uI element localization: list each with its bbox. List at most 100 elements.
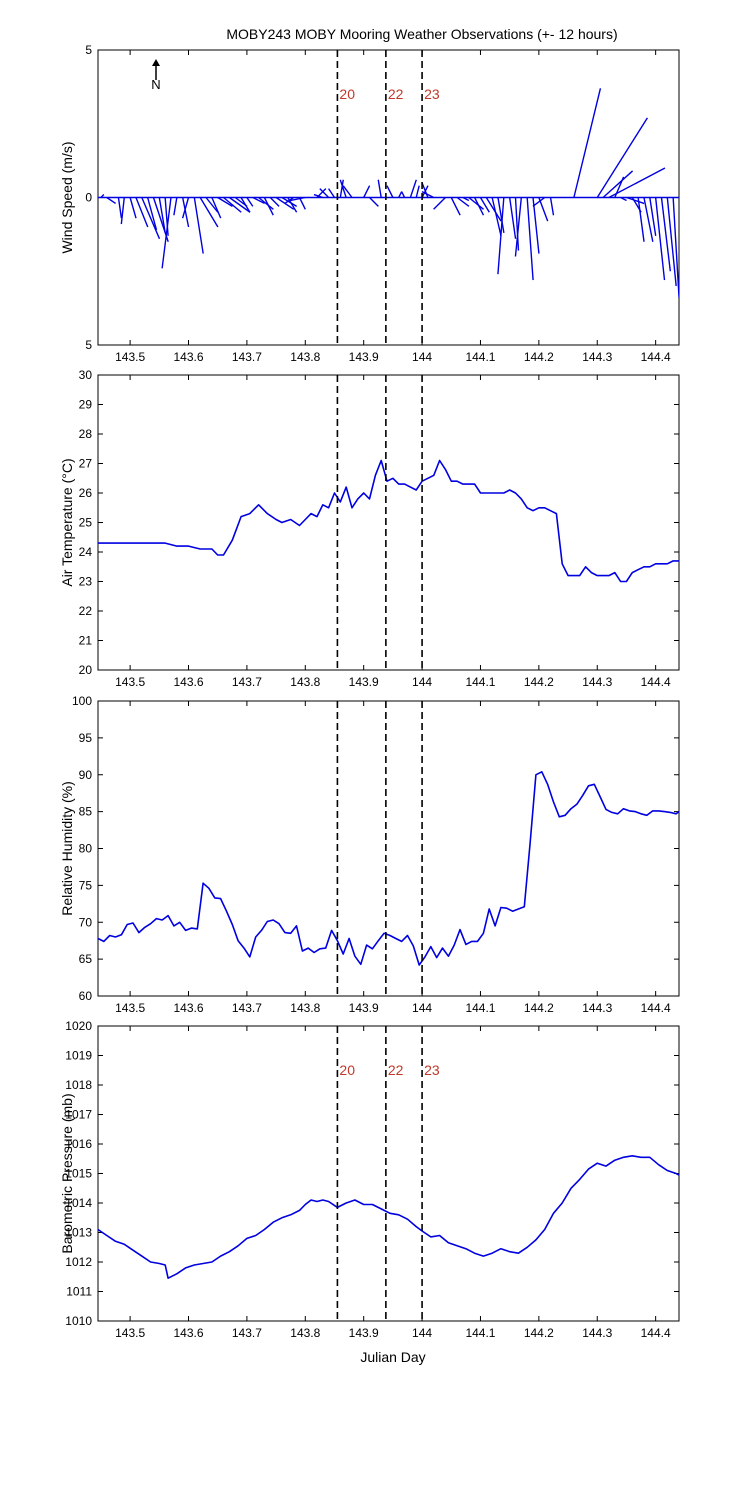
humidity-panel: 143.5 143.6 143.7 143.8 143.9 144 144.1 144.2 14…: [59, 694, 680, 1015]
humidity-y-axis-label: Relative Humidity (%): [59, 781, 75, 916]
wind-y-tick-label: 5: [85, 338, 92, 352]
wind-stick: [141, 197, 161, 240]
pressure-x-tick-label: 144.1: [465, 1326, 495, 1340]
wind-stick: [258, 196, 274, 210]
wind-stick: [173, 197, 178, 216]
wind-stick: [433, 197, 446, 210]
wind-stick: [342, 185, 353, 198]
air-temperature-x-tick-label: 144.2: [524, 675, 554, 689]
pressure-y-tick-label: 1019: [65, 1049, 92, 1063]
humidity-data: [98, 770, 679, 966]
wind-stick: [284, 196, 295, 204]
wind-stick: [479, 197, 490, 213]
wind-stick: [298, 197, 306, 210]
wind-stick: [637, 197, 645, 242]
wind-stick: [415, 185, 420, 198]
wind-stick: [514, 197, 520, 251]
pressure-y-tick-label: 1012: [65, 1255, 92, 1269]
wind-y-tick-label: 0: [85, 191, 92, 205]
wind-stick: [421, 190, 435, 199]
air-temperature-x-tick-label: 143.8: [290, 675, 320, 689]
wind-stick: [281, 196, 298, 207]
wind-stick: [462, 196, 470, 202]
pressure-y-tick-label: 1011: [66, 1285, 92, 1299]
wind-stick: [117, 197, 123, 219]
wind-stick: [400, 191, 406, 198]
wind-stick: [620, 196, 627, 202]
air-temperature-x-tick-label: 144.1: [465, 675, 495, 689]
pressure-panel: 143.5 143.6 143.7 143.8 143.9 144 144.1 144.2 14…: [59, 1019, 680, 1340]
wind-stick: [602, 170, 634, 199]
humidity-y-tick-label: 60: [79, 989, 93, 1003]
wind-stick: [485, 197, 502, 222]
pressure-x-tick-label: 143.6: [173, 1326, 203, 1340]
wind-stick: [363, 185, 371, 198]
humidity-y-tick-label: 70: [79, 915, 93, 929]
wind-data: [98, 88, 679, 298]
wind-stick: [526, 197, 534, 281]
wind-stick: [468, 196, 484, 210]
wind-stick: [514, 197, 523, 257]
wind-stick: [672, 197, 679, 298]
air-temperature-y-tick-label: 24: [79, 545, 93, 559]
wind-x-tick-label: 143.9: [349, 350, 379, 364]
wind-stick: [106, 196, 116, 204]
humidity-x-tick-label: 144.2: [524, 1001, 554, 1015]
humidity-y-tick-label: 75: [79, 878, 93, 892]
wind-stick: [181, 197, 190, 219]
wind-stick: [398, 191, 403, 198]
humidity-series-line: [98, 770, 679, 966]
wind-stick: [409, 179, 417, 198]
wind-x-tick-label: 143.6: [173, 350, 203, 364]
air-temperature-y-tick-label: 26: [79, 486, 93, 500]
wind-stick: [319, 188, 330, 198]
wind-stick: [205, 197, 219, 213]
wind-stick: [573, 88, 602, 198]
wind-x-tick-label: 144.4: [641, 350, 671, 364]
humidity-plot-frame: [97, 700, 680, 997]
wind-stick: [649, 197, 657, 236]
air-temperature-y-tick-label: 28: [79, 427, 93, 441]
wind-stick: [211, 197, 222, 219]
air-temperature-y-tick-label: 25: [79, 516, 93, 530]
air-temperature-x-tick-label: 143.6: [173, 675, 203, 689]
pressure-event-label: 22: [388, 1062, 404, 1078]
wind-stick: [596, 117, 648, 198]
wind-stick: [608, 167, 666, 199]
wind-stick: [313, 193, 324, 199]
wind-stick: [246, 197, 254, 207]
wind-stick: [120, 197, 125, 225]
wind-stick: [129, 197, 137, 219]
pressure-y-tick-label: 1017: [65, 1108, 92, 1122]
air-temperature-x-tick-label: 143.7: [232, 675, 262, 689]
wind-stick: [497, 197, 505, 275]
air-temperature-x-tick-label: 143.9: [349, 675, 379, 689]
pressure-x-tick-label: 143.5: [115, 1326, 145, 1340]
pressure-series-line: [98, 1155, 679, 1279]
pressure-x-tick-label: 144.4: [641, 1326, 671, 1340]
air-temperature-x-tick-label: 143.5: [115, 675, 145, 689]
wind-x-tick-label: 143.5: [115, 350, 145, 364]
wind-event-label: 23: [424, 86, 440, 102]
air-temperature-y-tick-label: 22: [79, 604, 93, 618]
wind-stick: [386, 185, 394, 198]
pressure-data: [98, 1155, 679, 1279]
north-arrow-head-icon: [152, 59, 160, 66]
wind-stick: [199, 197, 219, 228]
wind-stick: [228, 196, 251, 213]
air-temperature-plot-frame: [97, 374, 680, 671]
pressure-x-tick-label: 143.8: [290, 1326, 320, 1340]
air-temperature-y-tick-label: 27: [79, 457, 93, 471]
humidity-x-tick-label: 143.6: [173, 1001, 203, 1015]
wind-stick: [158, 197, 166, 234]
wind-stick: [497, 197, 505, 234]
wind-stick: [100, 194, 105, 198]
wind-stick: [532, 196, 546, 207]
air-temperature-y-tick-label: 29: [79, 398, 93, 412]
wind-stick: [252, 196, 265, 205]
chart-panels: 143.5 143.6 143.7 143.8 143.9 144 144.1 144.2 14…: [59, 43, 680, 1340]
wind-y-tick-label: 5: [85, 43, 92, 57]
humidity-y-tick-label: 100: [72, 694, 92, 708]
wind-stick: [614, 176, 625, 198]
